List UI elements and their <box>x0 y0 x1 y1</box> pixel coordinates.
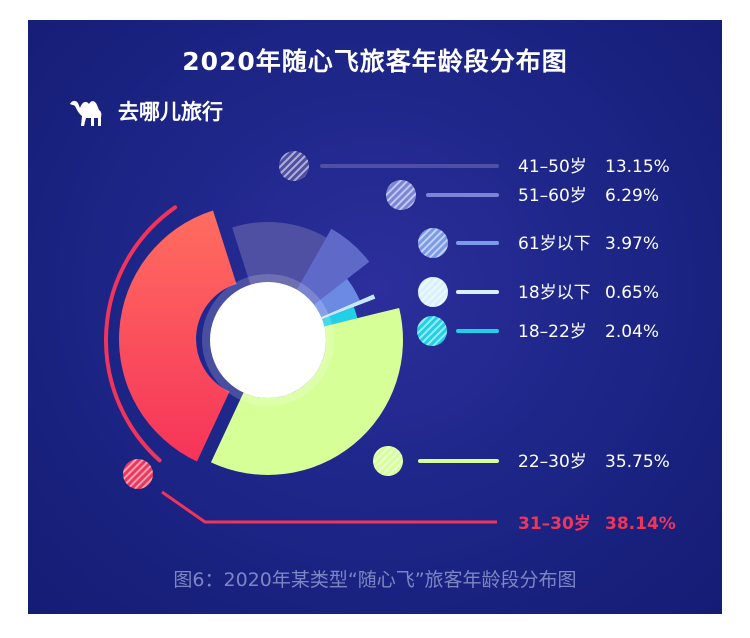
highlight-arc <box>104 205 178 463</box>
legend-value: 2.04% <box>605 322 659 342</box>
legend-item: 18–22岁 2.04% <box>417 316 659 346</box>
legend-item: 51–60岁 6.29% <box>386 180 659 210</box>
pie-slice-6 <box>210 308 403 475</box>
donut-center <box>210 282 326 398</box>
legend-label: 41–50岁 <box>518 157 587 177</box>
legend-marker-hatch <box>373 446 403 476</box>
pie-slice-0 <box>119 210 237 462</box>
legend-label: 31–30岁 <box>518 513 591 534</box>
legend-marker-hatch <box>123 459 153 489</box>
legend-value: 0.65% <box>605 283 659 303</box>
pie-slice-3 <box>313 278 360 317</box>
legend-value: 3.97% <box>605 234 659 254</box>
legend-value: 13.15% <box>605 157 670 177</box>
legend-marker-hatch <box>417 316 447 346</box>
legend-label: 18–22岁 <box>518 322 587 342</box>
pie-slice-2 <box>296 228 370 305</box>
legend-value: 6.29% <box>605 186 659 206</box>
brand-logo: 去哪儿旅行 <box>68 94 223 128</box>
legend-item: 18岁以下 0.65% <box>418 277 659 307</box>
legend-label: 22–30岁 <box>518 452 587 472</box>
chart-title: 2020年随心飞旅客年龄段分布图 <box>182 47 568 76</box>
camel-icon <box>70 100 102 126</box>
legend-marker-hatch <box>386 180 416 210</box>
pie-slice-1 <box>232 221 327 290</box>
legend-marker-hatch <box>418 228 448 258</box>
legend-value: 35.75% <box>605 452 670 472</box>
legend-label: 18岁以下 <box>518 283 591 303</box>
legend-label: 51–60岁 <box>518 186 587 206</box>
legend-item: 31–30岁 38.14% <box>123 459 676 534</box>
legend-item: 61岁以下 3.97% <box>418 228 659 258</box>
legend-marker-hatch <box>279 151 309 181</box>
legend-item: 22–30岁 35.75% <box>373 446 670 476</box>
pie-slice-5 <box>322 306 358 327</box>
brand-name: 去哪儿旅行 <box>118 100 223 124</box>
legend-label: 61岁以下 <box>518 234 591 254</box>
figure-caption: 图6：2020年某类型“随心飞”旅客年龄段分布图 <box>173 569 577 591</box>
highlight-leader-line <box>161 490 497 524</box>
legend-marker-hatch <box>418 277 448 307</box>
legend-value: 38.14% <box>605 514 676 534</box>
legend-item: 41–50岁 13.15% <box>279 151 670 181</box>
pie-slice-4 <box>321 294 376 320</box>
